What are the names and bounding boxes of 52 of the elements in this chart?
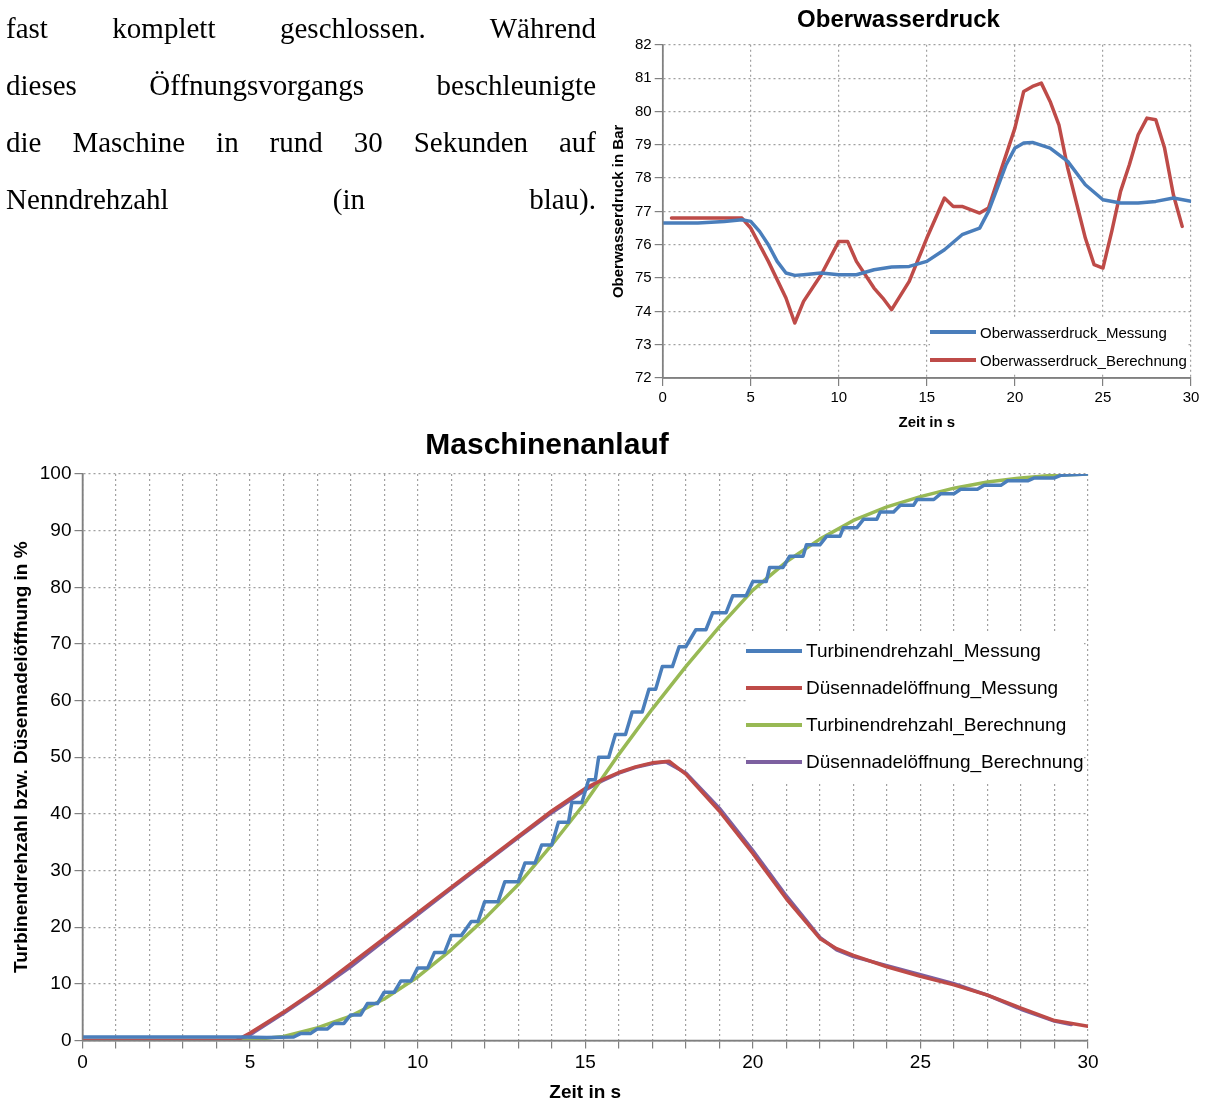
text: Nenndrehzahl (in blau). (6, 182, 596, 217)
legend-label: Turbinendrehzahl_Messung (806, 640, 1041, 663)
y-tick-label: 80 (50, 575, 72, 597)
y-tick-label: 30 (50, 858, 72, 880)
x-tick-label: 30 (1077, 1051, 1099, 1073)
y-tick-label: 100 (39, 462, 72, 484)
x-tick-label: 5 (244, 1051, 256, 1073)
x-tick-label: 5 (746, 388, 755, 406)
y-tick-label: 40 (50, 802, 72, 824)
y-tick-label: 60 (50, 688, 72, 710)
y-axis-title: Turbinendrehzahl bzw. Düsennadelöffnung in % (9, 541, 31, 974)
legend-label: Oberwasserdruck_Messung (980, 323, 1167, 341)
chart-title: Maschinenanlauf (425, 427, 670, 461)
y-axis-title: Oberwasserdruck in Bar (609, 124, 627, 299)
y-tick-label: 81 (635, 68, 652, 86)
y-tick-label: 75 (635, 268, 652, 286)
chart-title: Oberwasserdruck (797, 5, 1001, 33)
legend-label: Oberwasserdruck_Berechnung (980, 351, 1187, 369)
text: fast komplett geschlossen. Während (6, 11, 596, 46)
y-tick-label: 90 (50, 518, 72, 540)
y-tick-label: 78 (635, 168, 652, 186)
x-tick-label: 20 (1006, 388, 1024, 406)
y-tick-label: 50 (50, 745, 72, 767)
legend-label: Turbinendrehzahl_Berechnung (806, 714, 1067, 737)
legend-label: Düsennadelöffnung_Messung (806, 677, 1059, 700)
y-tick-label: 0 (60, 1028, 72, 1050)
x-tick-label: 25 (1094, 388, 1112, 406)
x-tick-label: 15 (574, 1051, 596, 1073)
y-tick-label: 10 (50, 971, 72, 993)
text: die Maschine in rund 30 Sekunden auf (6, 125, 596, 160)
y-tick-label: 77 (635, 201, 652, 219)
x-axis-title: Zeit in s (549, 1080, 622, 1102)
x-tick-label: 30 (1182, 388, 1200, 406)
y-tick-label: 70 (50, 632, 72, 654)
y-tick-label: 82 (635, 34, 652, 52)
legend-label: Düsennadelöffnung_Berechnung (806, 751, 1084, 774)
x-tick-label: 0 (658, 388, 667, 406)
x-axis-title: Zeit in s (898, 413, 956, 431)
x-tick-label: 20 (742, 1051, 764, 1073)
y-tick-label: 72 (635, 368, 652, 386)
y-tick-label: 20 (50, 915, 72, 937)
y-tick-label: 73 (635, 334, 652, 352)
x-tick-label: 25 (909, 1051, 931, 1073)
x-tick-label: 15 (918, 388, 936, 406)
text: dieses Öffnungsvorgangs beschleunigte (6, 68, 596, 103)
x-tick-label: 0 (77, 1051, 88, 1073)
y-tick-label: 76 (635, 234, 652, 252)
y-tick-label: 79 (635, 134, 652, 152)
x-tick-label: 10 (830, 388, 848, 406)
y-tick-label: 74 (635, 301, 652, 319)
y-tick-label: 80 (635, 101, 652, 119)
x-tick-label: 10 (407, 1051, 429, 1073)
